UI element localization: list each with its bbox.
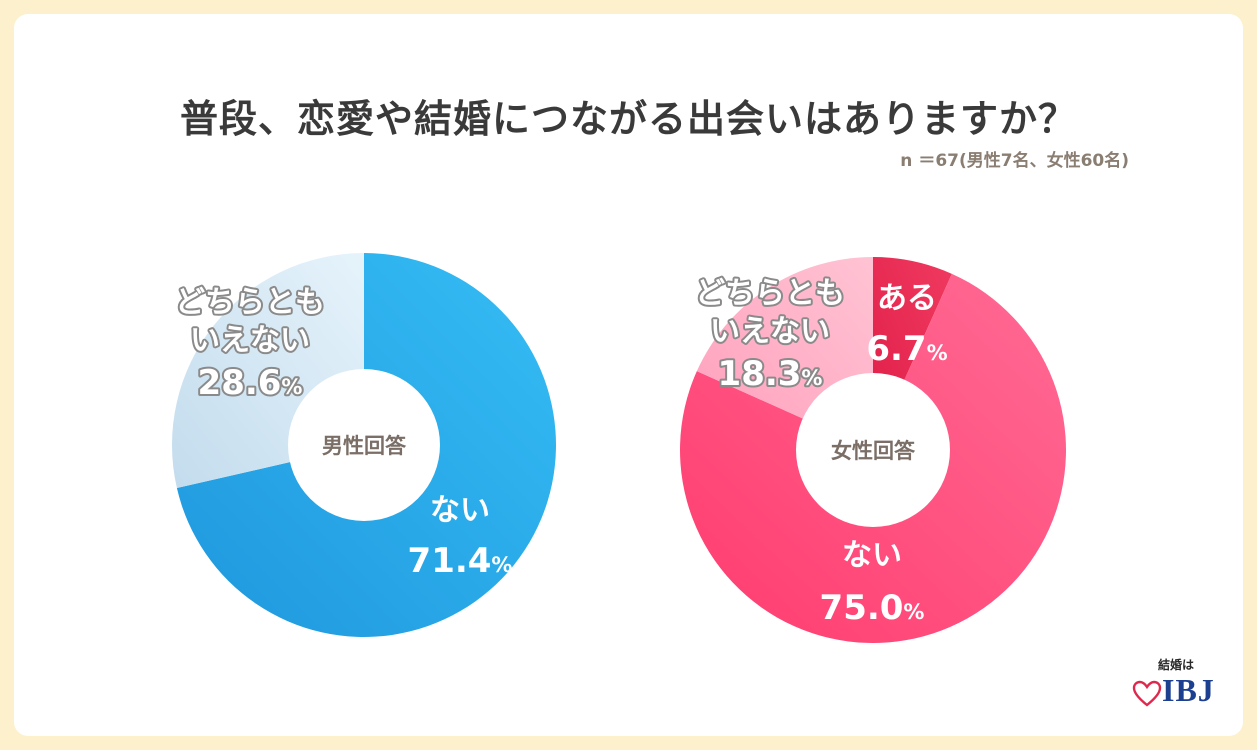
slice-percent-label: 18.3%	[718, 354, 823, 394]
slice-percent-label: 71.4%	[408, 541, 513, 581]
logo-brand: IBJ	[1162, 672, 1215, 708]
slice-category-label: どちらとも	[695, 276, 845, 311]
donut-hole	[796, 373, 950, 527]
slice-category-label: いえない	[710, 314, 830, 349]
sample-size-note: n ＝67(男性7名、女性60名)	[900, 151, 1129, 171]
logo-tagline: 結婚は	[1158, 658, 1195, 672]
slice-category-label: どちらとも	[175, 285, 325, 320]
slice-category-label: ない	[430, 493, 490, 528]
center-label: 男性回答	[322, 434, 407, 458]
chart-title: 普段、恋愛や結婚につながる出会いはありますか？	[179, 97, 1077, 141]
heart-icon	[1132, 680, 1162, 707]
donut-hole	[288, 369, 440, 521]
ibj-logo: 結婚は IBJ	[1128, 656, 1220, 718]
slice-category-label: ない	[842, 538, 902, 573]
center-label: 女性回答	[831, 439, 916, 463]
slice-category-label: いえない	[190, 323, 310, 358]
slice-category-label: ある	[877, 281, 937, 316]
